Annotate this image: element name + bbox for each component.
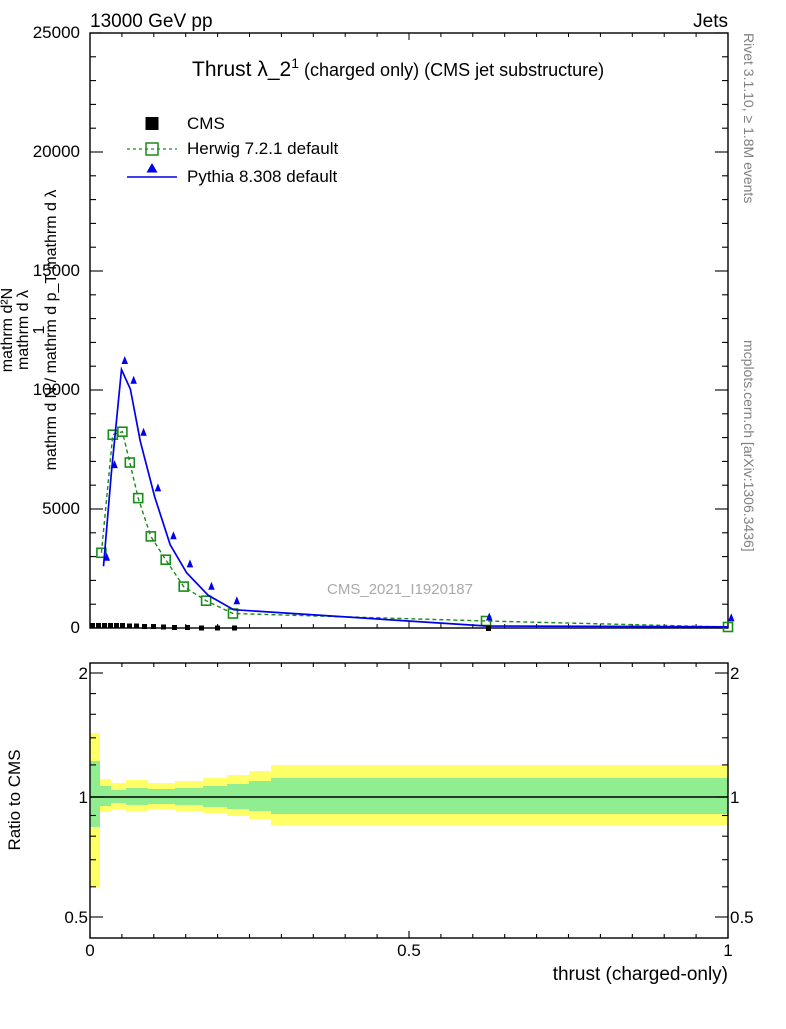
svg-text:0.5: 0.5 xyxy=(730,908,754,927)
svg-text:25000: 25000 xyxy=(33,23,80,42)
svg-text:Ratio to CMS: Ratio to CMS xyxy=(5,749,24,850)
svg-text:0.5: 0.5 xyxy=(397,941,421,960)
svg-text:Pythia 8.308 default: Pythia 8.308 default xyxy=(187,167,338,186)
svg-text:Jets: Jets xyxy=(693,11,728,32)
svg-text:Herwig 7.2.1 default: Herwig 7.2.1 default xyxy=(187,139,338,158)
svg-text:mathrm d²N: mathrm d²N xyxy=(0,288,16,372)
svg-text:mcplots.cern.ch [arXiv:1306.34: mcplots.cern.ch [arXiv:1306.3436] xyxy=(741,340,757,552)
svg-text:2: 2 xyxy=(730,664,739,683)
svg-text:5000: 5000 xyxy=(42,499,80,518)
svg-text:0.5: 0.5 xyxy=(64,908,88,927)
svg-text:1: 1 xyxy=(79,788,88,807)
svg-text:Rivet 3.1.10, ≥ 1.8M events: Rivet 3.1.10, ≥ 1.8M events xyxy=(741,33,757,203)
svg-text:1: 1 xyxy=(723,941,732,960)
svg-text:0: 0 xyxy=(71,618,80,637)
svg-text:0: 0 xyxy=(85,941,94,960)
svg-text:13000 GeV pp: 13000 GeV pp xyxy=(90,11,213,32)
svg-text:20000: 20000 xyxy=(33,142,80,161)
svg-text:thrust (charged-only): thrust (charged-only) xyxy=(553,964,728,985)
svg-text:CMS: CMS xyxy=(187,114,225,133)
svg-text:mathrm d N / mathrm d p_T math: mathrm d N / mathrm d p_T mathrm d λ xyxy=(43,190,60,471)
svg-text:Thrust λ_21 (charged only) (CM: Thrust λ_21 (charged only) (CMS jet subs… xyxy=(192,55,604,81)
svg-text:1: 1 xyxy=(730,788,739,807)
svg-text:CMS_2021_I1920187: CMS_2021_I1920187 xyxy=(327,581,473,598)
svg-text:mathrm d λ: mathrm d λ xyxy=(15,290,32,370)
svg-text:2: 2 xyxy=(79,664,88,683)
